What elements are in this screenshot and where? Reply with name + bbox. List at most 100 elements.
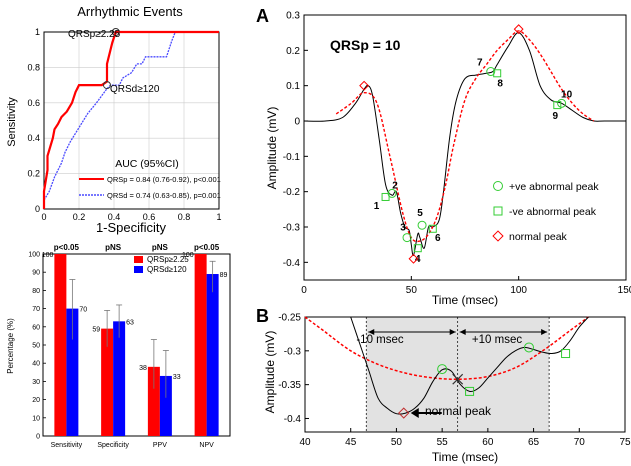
panel-b-x-tick-label: 75 (619, 437, 631, 448)
bar-qrsp (194, 254, 207, 436)
panel-b-window-minus-label: -10 msec (356, 334, 404, 346)
roc-y-tick-label: 0.2 (27, 169, 40, 179)
roc-y-tick-label: 1 (35, 27, 40, 37)
panel-b-arrowhead (368, 329, 375, 335)
panel-a-negative-abnormal-peak (493, 69, 502, 78)
panel-a-positive-abnormal-peak (417, 220, 427, 230)
bar-legend-swatch-qrsd (134, 266, 143, 273)
panel-a-peak-markers: 2 35 7 10 1 4 6 8 9 (359, 24, 573, 265)
panel-b-smoothed-line (304, 316, 589, 381)
panel-a-y-tick-label: 0.2 (286, 46, 300, 57)
roc-operating-point (111, 28, 120, 36)
panel-b-markers (398, 342, 571, 419)
legend-positive-abnormal: +ve abnormal peak (509, 181, 599, 193)
roc-legend-qrsd: QRSd = 0.74 (0.63-0.85), p=0.001 (107, 191, 221, 200)
panel-b-y-tick-label: -0.35 (278, 380, 301, 391)
panel-a-negative-abnormal-peak (553, 101, 562, 110)
panel-b-positive-abnormal-peak (437, 364, 448, 375)
panel-a-series (303, 30, 626, 257)
panel-a-y-tick-label: -0.2 (283, 187, 301, 198)
panel-a-negative-abnormal-peak (413, 244, 422, 253)
bar-chart: 0 10 20 30 40 50 60 70 80 90 100 Percentage (%) Se… (6, 243, 231, 449)
roc-ticks: 00 0.2 0.2 0.4 0.4 0.6 0.6 0.8 0.8 1 1 (27, 27, 221, 222)
panel-b-arrowhead (459, 329, 466, 335)
panel-b-arrow-label: normal peak (425, 404, 492, 418)
roc-annotation-qrsd: QRSd≥120 (110, 84, 160, 95)
panel-a-label: A (256, 6, 269, 26)
panel-a-y-tick-label: -0.4 (283, 258, 301, 269)
bar-significance-label: p<0.05 (194, 243, 220, 252)
panel-b-x-tick-label: 50 (391, 437, 403, 448)
bar-category-label: PPV (153, 442, 167, 449)
panel-a-normal-peak (359, 80, 370, 91)
panel-a-positive-abnormal-peak (557, 98, 567, 108)
panel-a-y-tick-label: -0.3 (283, 223, 301, 234)
panel-a-peak-number: 8 (497, 78, 503, 89)
bar-y-tick-label: 0 (36, 434, 40, 441)
panel-a-peak-number: 6 (435, 233, 441, 244)
panel-a-peak-number: 5 (417, 208, 423, 219)
bar-y-tick-label: 20 (32, 397, 40, 404)
bar-value-label: 59 (92, 327, 100, 334)
legend-normal-peak: normal peak (509, 231, 568, 243)
roc-x-tick-label: 0.4 (108, 212, 121, 222)
roc-x-tick-label: 0.8 (178, 212, 191, 222)
panel-b-x-label: Time (msec) (432, 450, 498, 464)
panel-b-center-cross (452, 373, 464, 385)
panel-a-y-tick-label: 0 (294, 117, 300, 128)
panel-a-peak-number: 4 (415, 254, 421, 265)
bar-qrsd (113, 321, 126, 436)
bar-value-label: 33 (173, 374, 181, 381)
panel-b-negative-abnormal-peak (561, 349, 571, 359)
bar-qrsd (206, 274, 219, 436)
bar-legend-qrsd: QRSd≥120 (147, 265, 187, 274)
panel-a-negative-abnormal-peak (428, 224, 437, 233)
bar-category-label: Specificity (97, 442, 129, 449)
panel-b-y-label: Amplitude (mV) (263, 331, 277, 414)
bar-qrsp (101, 328, 114, 436)
panel-b-x-tick-label: 60 (482, 437, 494, 448)
roc-grid (44, 32, 219, 209)
panel-b-x-tick-label: 55 (437, 437, 449, 448)
bar-significance-label: p<0.05 (54, 243, 80, 252)
panel-a-positive-abnormal-peak (402, 233, 412, 243)
panel-a-peak-number: 7 (477, 58, 483, 69)
bar-qrsd (159, 375, 172, 436)
panel-a-normal-peak (408, 253, 419, 264)
roc-annotation-qrsp: QRSp≥2.25 (68, 29, 121, 40)
bar-value-label: 63 (126, 319, 134, 326)
bar-category-label: Sensitivity (51, 442, 83, 449)
panel-a-normal-peak (513, 24, 524, 35)
panel-a-plot-frame (303, 14, 627, 281)
roc-y-tick-label: 0.8 (27, 62, 40, 72)
roc-operating-points (103, 28, 120, 90)
bar-qrsp (54, 254, 67, 436)
panel-a-y-tick-label: -0.1 (283, 152, 301, 163)
panel-a-peak-number: 10 (561, 89, 573, 100)
panel-a-chart: A 0 50 100 150 0.3 0.2 0.1 0 -0.1 -0.2 -0.3 -0.4 Am… (256, 6, 631, 307)
roc-x-label: 1-Specificity (96, 220, 167, 235)
bar-y-ticks: 0 10 20 30 40 50 60 70 80 90 100 (28, 252, 46, 441)
bar-y-tick-label: 100 (28, 252, 40, 259)
roc-y-tick-label: 0.6 (27, 98, 40, 108)
bar-value-label: 38 (139, 365, 147, 372)
legend-negative-abnormal-marker (493, 206, 503, 216)
roc-series-qrsd (43, 31, 219, 209)
roc-x-tick-label: 0.6 (143, 212, 156, 222)
roc-y-label: Sensitivity (6, 97, 18, 147)
panel-a-annotation: QRSp = 10 (330, 37, 401, 53)
panel-b-window-plus-label: +10 msec (472, 334, 522, 346)
roc-chart: Arrhythmic Events 00 0.2 0.2 0.4 0.4 0.6 0.6 0.… (6, 4, 222, 235)
roc-x-tick-label: 0 (41, 212, 46, 222)
panel-a-peak-number: 9 (553, 111, 559, 122)
panel-a-x-tick-label: 50 (406, 285, 418, 296)
bar-y-tick-label: 90 (32, 270, 40, 277)
panel-a-x-tick-label: 0 (301, 285, 307, 296)
legend-negative-abnormal: -ve abnormal peak (509, 206, 597, 218)
panel-a-peak-number: 2 (392, 180, 398, 191)
panel-b-positive-abnormal-peak (524, 342, 534, 353)
panel-a-y-label: Amplitude (mV) (265, 107, 279, 190)
panel-b-normal-peak-arrowhead (410, 408, 419, 419)
bar-y-tick-label: 60 (32, 324, 40, 331)
